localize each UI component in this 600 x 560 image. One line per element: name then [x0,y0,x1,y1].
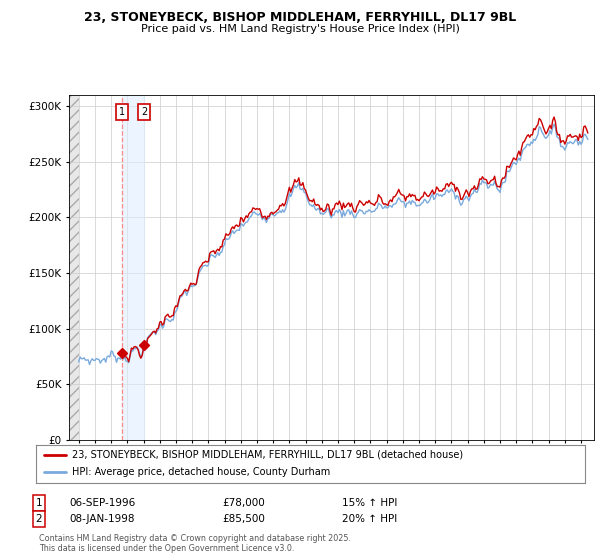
Text: 1: 1 [35,498,43,508]
Text: 1: 1 [119,107,125,117]
Text: Price paid vs. HM Land Registry's House Price Index (HPI): Price paid vs. HM Land Registry's House … [140,24,460,34]
Text: Contains HM Land Registry data © Crown copyright and database right 2025.
This d: Contains HM Land Registry data © Crown c… [39,534,351,553]
Text: £85,500: £85,500 [222,514,265,524]
Text: £78,000: £78,000 [222,498,265,508]
Text: 23, STONEYBECK, BISHOP MIDDLEHAM, FERRYHILL, DL17 9BL: 23, STONEYBECK, BISHOP MIDDLEHAM, FERRYH… [84,11,516,24]
Bar [122,95,144,440]
Text: 23, STONEYBECK, BISHOP MIDDLEHAM, FERRYHILL, DL17 9BL (detached house): 23, STONEYBECK, BISHOP MIDDLEHAM, FERRYH… [71,450,463,460]
Bar [69,95,79,440]
Text: 2: 2 [35,514,43,524]
Text: 08-JAN-1998: 08-JAN-1998 [69,514,134,524]
Text: HPI: Average price, detached house, County Durham: HPI: Average price, detached house, Coun… [71,468,330,478]
Text: 2: 2 [141,107,148,117]
Text: 06-SEP-1996: 06-SEP-1996 [69,498,135,508]
Text: 15% ↑ HPI: 15% ↑ HPI [342,498,397,508]
Text: 20% ↑ HPI: 20% ↑ HPI [342,514,397,524]
